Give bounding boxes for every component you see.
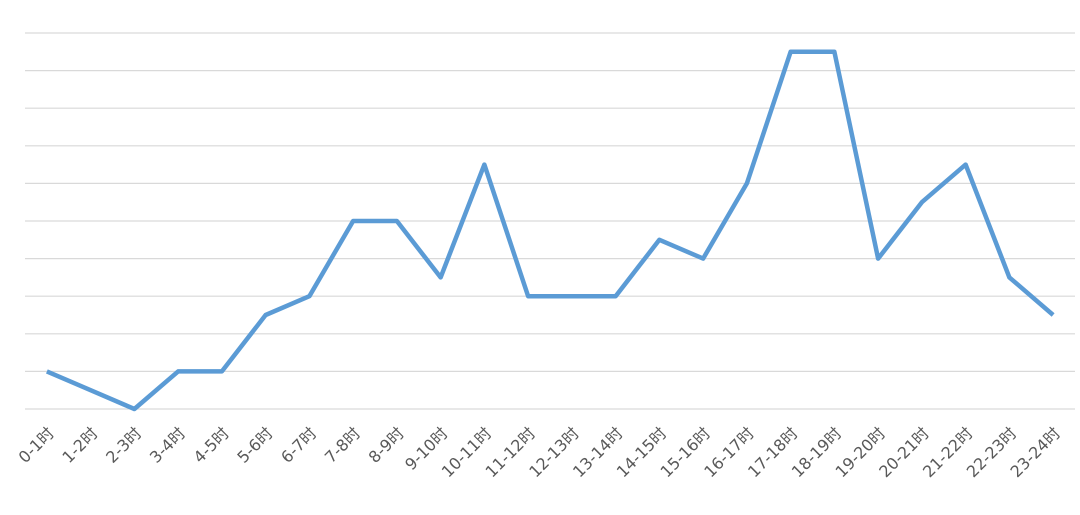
x-tick-label: 5-6时 [233,424,276,467]
x-tick-label: 2-3时 [102,424,145,467]
data-line [45,49,1055,412]
x-tick-label: 0-1时 [15,424,58,467]
x-tick-label: 6-7时 [277,424,320,467]
x-tick-label: 7-8时 [321,424,364,467]
x-tick-label: 3-4时 [146,424,189,467]
x-tick-label: 1-2时 [58,424,101,467]
x-tick-label: 4-5时 [190,424,233,467]
